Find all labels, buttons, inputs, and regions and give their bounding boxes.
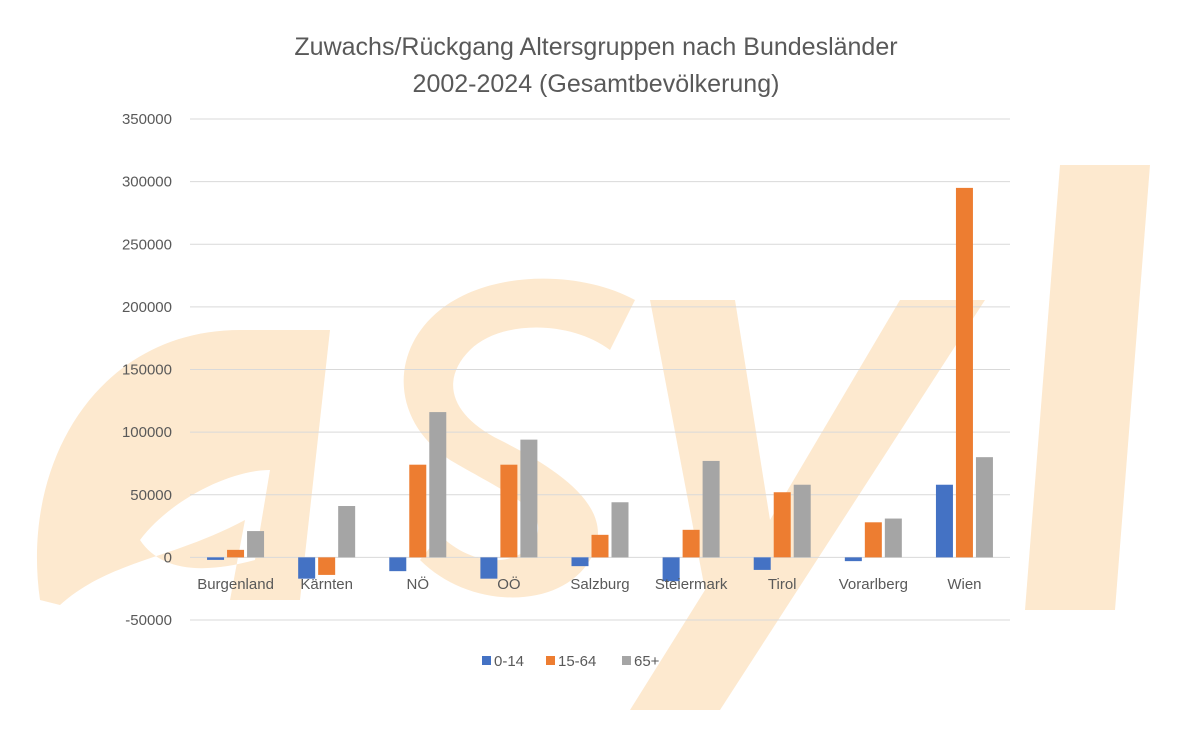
legend-label: 0-14	[494, 653, 524, 670]
bar-15-64	[409, 464, 427, 558]
y-tick-label: 300000	[122, 174, 172, 191]
bar-65+	[247, 531, 265, 558]
y-tick-label: 200000	[122, 299, 172, 316]
chart-title: Zuwachs/Rückgang Altersgruppen nach Bund…	[294, 33, 897, 98]
bar-15-64	[227, 549, 245, 558]
x-tick-label: Kärnten	[300, 576, 353, 593]
bar-65+	[884, 518, 902, 558]
bar-65+	[611, 502, 629, 558]
bar-0-14	[753, 557, 771, 570]
bar-0-14	[298, 557, 316, 579]
watermark-letter-a	[36, 330, 331, 605]
y-tick-label: 150000	[122, 362, 172, 379]
bars	[207, 187, 993, 582]
legend-swatch-65+	[622, 656, 631, 665]
y-tick-label: 100000	[122, 424, 172, 441]
bar-65+	[338, 506, 356, 558]
x-tick-label: OÖ	[497, 575, 520, 593]
x-axis-ticks: Burgenland Kärnten NÖ OÖ Salzburg Steiermark T…	[197, 575, 981, 593]
x-tick-label: Vorarlberg	[839, 576, 908, 593]
bar-0-14	[935, 484, 953, 558]
bar-15-64	[955, 187, 973, 558]
legend-swatch-15-64	[546, 656, 555, 665]
y-tick-label: 0	[164, 549, 172, 566]
watermark-letter-l	[1025, 165, 1150, 610]
y-tick-label: -50000	[125, 612, 172, 629]
bar-65+	[520, 439, 538, 558]
legend-label: 65+	[634, 653, 660, 670]
x-tick-label: Burgenland	[197, 576, 274, 593]
bar-65+	[975, 457, 993, 558]
bar-0-14	[480, 557, 498, 579]
bar-65+	[429, 412, 447, 558]
chart-title-line-1: Zuwachs/Rückgang Altersgruppen nach Bund…	[294, 33, 897, 61]
watermark-letter-s	[403, 278, 635, 598]
bar-0-14	[662, 557, 680, 582]
y-tick-label: 250000	[122, 236, 172, 253]
legend-swatch-0-14	[482, 656, 491, 665]
legend: 0-14 15-64 65+	[482, 653, 660, 670]
y-tick-label: 350000	[122, 111, 172, 128]
bar-15-64	[591, 534, 609, 558]
bar-65+	[793, 484, 811, 558]
bar-15-64	[318, 557, 336, 575]
bar-0-14	[844, 557, 862, 562]
bar-15-64	[500, 464, 518, 558]
x-tick-label: Tirol	[768, 576, 797, 593]
bar-15-64	[682, 529, 700, 558]
y-axis-ticks: 350000 300000 250000 200000 150000 100000 5000…	[122, 111, 172, 629]
bar-0-14	[389, 557, 407, 572]
x-tick-label: Steiermark	[655, 576, 728, 593]
x-tick-label: Wien	[947, 576, 981, 593]
x-tick-label: Salzburg	[570, 576, 629, 593]
y-tick-label: 50000	[130, 487, 172, 504]
chart-title-line-2: 2002-2024 (Gesamtbevölkerung)	[413, 70, 780, 98]
legend-label: 15-64	[558, 653, 596, 670]
bar-0-14	[571, 557, 589, 567]
bar-15-64	[773, 492, 791, 558]
x-tick-label: NÖ	[407, 575, 430, 593]
bar-15-64	[864, 522, 882, 558]
bar-65+	[702, 460, 720, 558]
bar-0-14	[207, 557, 225, 560]
